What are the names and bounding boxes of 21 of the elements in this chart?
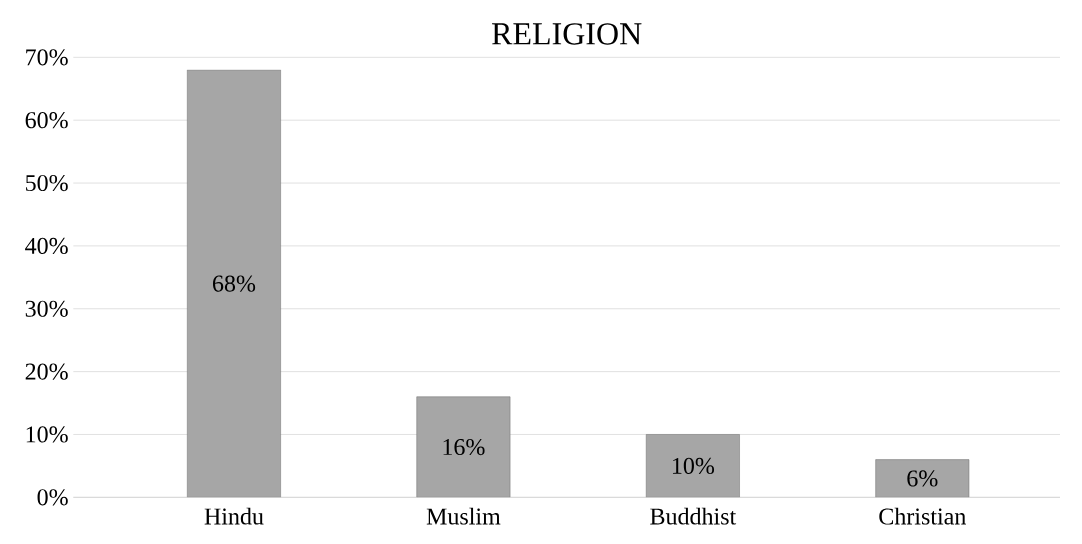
x-tick-label: Hindu (204, 507, 264, 525)
data-label: 10% (672, 457, 715, 475)
bar (645, 434, 740, 498)
y-tick-label: 30% (25, 300, 68, 317)
data-label: 6% (907, 470, 938, 487)
bar (187, 69, 281, 498)
x-tick-label: Muslim (426, 507, 501, 525)
x-tick-label: Christian (879, 507, 966, 525)
data-label: 16% (443, 438, 485, 456)
y-tick-label: 10% (26, 426, 68, 443)
bar (416, 396, 511, 498)
y-tick-label: 0% (37, 489, 68, 506)
bar (875, 459, 970, 498)
y-tick-label: 60% (25, 112, 68, 129)
y-tick-label: 20% (25, 363, 68, 380)
y-tick-label: 40% (25, 237, 68, 255)
data-label: 68% (212, 275, 256, 292)
y-tick-label: 50% (26, 174, 68, 192)
chart-title: RELIGION (492, 23, 642, 45)
x-tick-label: Buddhist (650, 507, 737, 525)
y-tick-label: 70% (26, 49, 68, 66)
